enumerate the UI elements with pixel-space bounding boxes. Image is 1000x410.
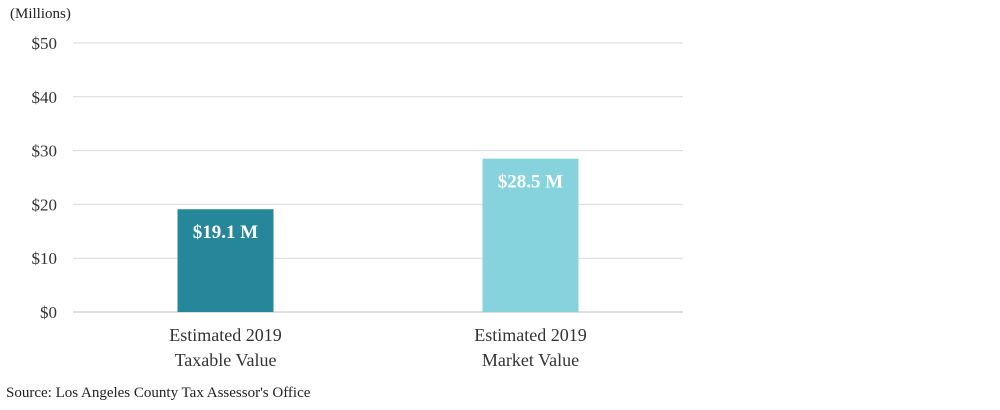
x-category-label: Estimated 2019	[474, 325, 586, 345]
y-unit-label: (Millions)	[10, 6, 71, 22]
data-label: $19.1 M	[193, 222, 259, 243]
y-tick-label: $0	[40, 303, 57, 322]
bars	[177, 158, 579, 312]
y-tick-label: $40	[32, 88, 58, 107]
bar	[482, 158, 579, 312]
x-category-label: Market Value	[482, 350, 579, 370]
bar-chart: $0 $10 $20 $30 $40 $50 $19.1 M $28.5 M Estimat…	[32, 34, 683, 370]
bar	[177, 209, 274, 312]
gridlines	[73, 42, 683, 313]
y-tick-label: $30	[32, 142, 58, 161]
y-tick-label: $20	[32, 195, 58, 214]
x-axis-categories: Estimated 2019 Taxable Value Estimated 201…	[169, 325, 586, 370]
source-note: Source: Los Angeles County Tax Assessor'…	[6, 385, 311, 401]
x-category-label: Taxable Value	[175, 350, 277, 370]
data-labels: $19.1 M $28.5 M	[193, 172, 564, 244]
x-category-label: Estimated 2019	[169, 325, 281, 345]
y-tick-label: $10	[32, 249, 58, 268]
y-axis-ticks: $0 $10 $20 $30 $40 $50	[32, 34, 58, 322]
y-tick-label: $50	[32, 34, 58, 53]
data-label: $28.5 M	[498, 172, 564, 193]
